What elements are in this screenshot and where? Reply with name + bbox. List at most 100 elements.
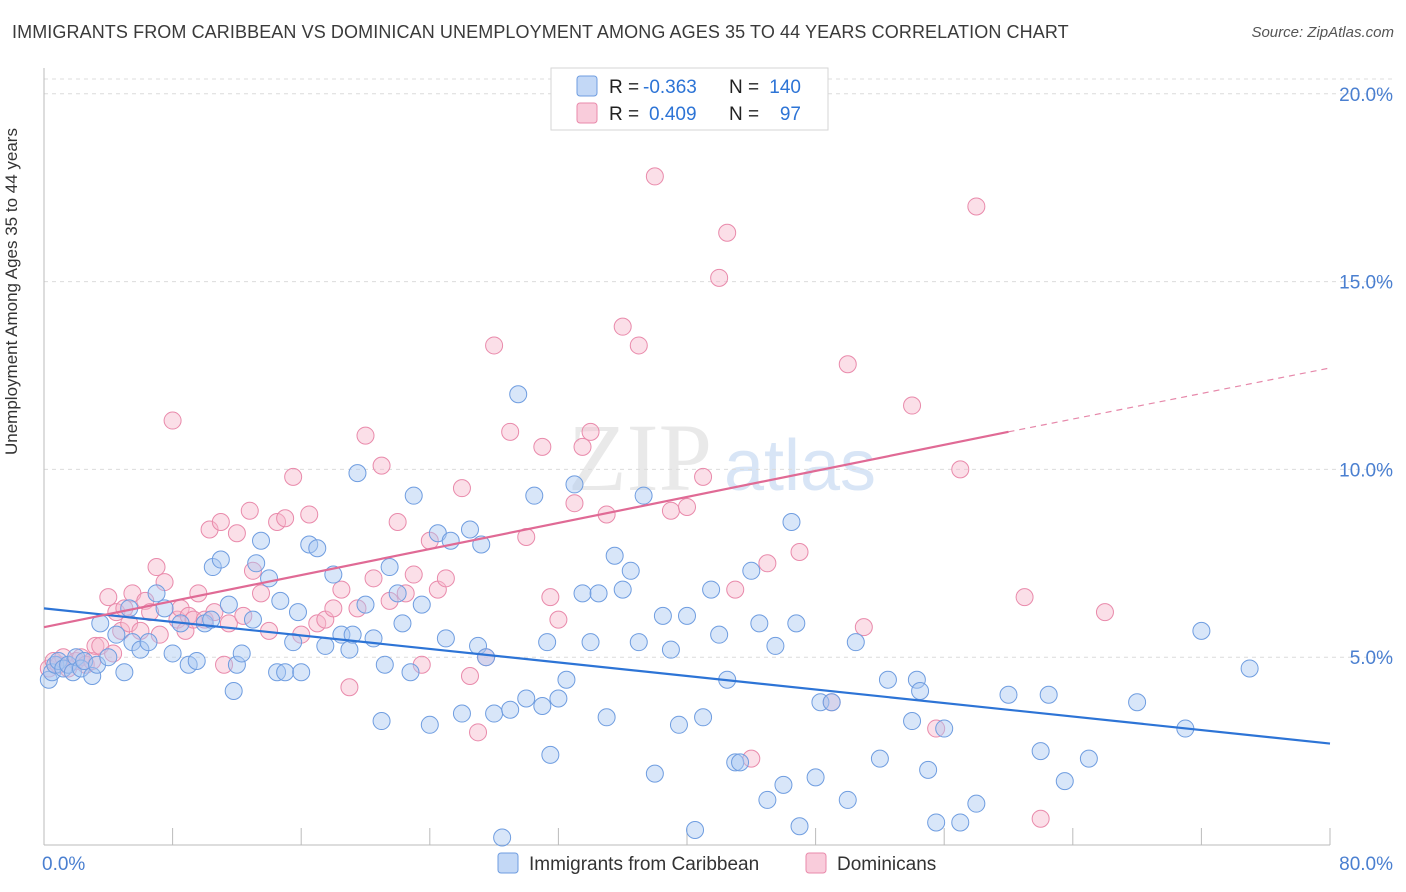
blue-point-59 (401, 663, 420, 682)
pink-point-75 (565, 494, 584, 513)
blue-point-73 (501, 700, 520, 719)
blue-point-52 (356, 595, 375, 614)
stats-n-value-blue: 140 (769, 77, 801, 98)
pink-point-45 (284, 467, 303, 486)
blue-point-109 (782, 512, 801, 531)
blue-point-60 (404, 486, 423, 505)
blue-point-31 (224, 682, 243, 700)
pink-point-65 (452, 479, 471, 498)
blue-point-64 (436, 629, 455, 648)
blue-point-15 (115, 663, 134, 682)
x-tick-label-0: 0.0% (42, 854, 85, 875)
y-tick-label-3: 20.0% (1339, 85, 1393, 106)
watermark-atlas: atlas (724, 426, 876, 506)
watermark-zip: ZIP (568, 404, 712, 511)
pink-point-76 (573, 437, 592, 456)
pink-point-69 (485, 336, 504, 355)
pink-point-60 (404, 565, 423, 584)
pink-point-32 (200, 520, 219, 539)
blue-point-78 (538, 633, 557, 652)
blue-point-83 (573, 584, 592, 603)
blue-point-20 (147, 584, 166, 603)
blue-point-110 (787, 614, 806, 633)
blue-point-34 (243, 610, 262, 629)
pink-point-87 (726, 580, 745, 599)
blue-point-62 (420, 715, 439, 734)
series-legend-swatch-dominicans (805, 852, 827, 874)
pink-point-52 (340, 678, 359, 697)
blue-point-116 (846, 633, 865, 652)
stats-r-value-blue: -0.363 (643, 77, 697, 98)
blue-point-76 (525, 486, 544, 505)
pink-point-55 (364, 569, 383, 588)
blue-point-75 (517, 689, 536, 708)
stats-legend: R = -0.363 N = 140 R = 0.409 N = 97 (550, 67, 829, 131)
blue-point-112 (806, 768, 825, 787)
caribbean-points (39, 385, 1259, 847)
blue-point-111 (790, 817, 809, 836)
pink-point-96 (967, 197, 986, 216)
pink-point-94 (903, 396, 922, 415)
pink-point-39 (240, 501, 259, 520)
pink-point-51 (332, 580, 351, 599)
blue-point-67 (460, 520, 479, 539)
pink-point-58 (388, 512, 407, 531)
blue-point-85 (589, 584, 608, 603)
blue-point-126 (967, 794, 986, 813)
blue-point-58 (393, 614, 412, 633)
pink-point-16 (120, 614, 139, 633)
pink-point-61 (412, 655, 431, 674)
pink-point-24 (163, 411, 182, 430)
blue-point-125 (951, 813, 970, 832)
blue-point-84 (581, 633, 600, 652)
pink-point-41 (252, 584, 271, 603)
blue-point-132 (1128, 693, 1147, 712)
pink-point-85 (710, 268, 729, 287)
series-legend: Immigrants from Caribbean Dominicans (497, 852, 936, 875)
blue-point-74 (509, 385, 528, 404)
pink-point-90 (790, 543, 809, 562)
blue-point-43 (292, 663, 311, 682)
trend-lines (43, 367, 1331, 745)
blue-point-99 (702, 580, 721, 599)
chart-title: IMMIGRANTS FROM CARIBBEAN VS DOMINICAN U… (12, 22, 1069, 42)
pink-point-44 (276, 509, 295, 528)
y-tick-label-2: 15.0% (1339, 273, 1393, 294)
pink-point-80 (629, 336, 648, 355)
blue-point-123 (927, 813, 946, 832)
blue-point-66 (452, 704, 471, 723)
pink-point-92 (838, 355, 857, 374)
pink-point-54 (356, 426, 375, 445)
blue-point-118 (878, 670, 897, 689)
blue-point-122 (919, 760, 938, 779)
blue-point-72 (493, 828, 512, 847)
pink-point-21 (147, 558, 166, 577)
blue-point-30 (219, 595, 238, 614)
blue-point-37 (260, 569, 279, 588)
pink-point-64 (436, 569, 455, 588)
blue-point-98 (694, 708, 713, 727)
pink-point-86 (718, 223, 737, 242)
blue-point-54 (372, 712, 391, 731)
pink-point-47 (300, 505, 319, 524)
pink-point-22 (150, 625, 169, 644)
pink-point-81 (645, 167, 664, 186)
stats-legend-swatch-blue (576, 75, 598, 97)
x-tick-label-1: 80.0% (1339, 854, 1393, 875)
blue-point-36 (252, 531, 271, 550)
pink-point-9 (86, 636, 105, 655)
pink-point-56 (372, 456, 391, 475)
blue-point-61 (412, 595, 431, 614)
pink-point-82 (661, 501, 680, 520)
blue-point-105 (750, 614, 769, 633)
pink-point-74 (549, 610, 568, 629)
blue-point-92 (645, 764, 664, 783)
pink-point-79 (613, 317, 632, 336)
series-legend-label-caribbean: Immigrants from Caribbean (529, 854, 759, 875)
pink-point-98 (1031, 809, 1050, 828)
stats-r-label-pink: R = (609, 104, 639, 125)
source-label: Source: ZipAtlas.com (1251, 24, 1394, 41)
pink-point-37 (227, 524, 246, 543)
blue-point-120 (907, 670, 926, 689)
blue-point-57 (388, 584, 407, 603)
